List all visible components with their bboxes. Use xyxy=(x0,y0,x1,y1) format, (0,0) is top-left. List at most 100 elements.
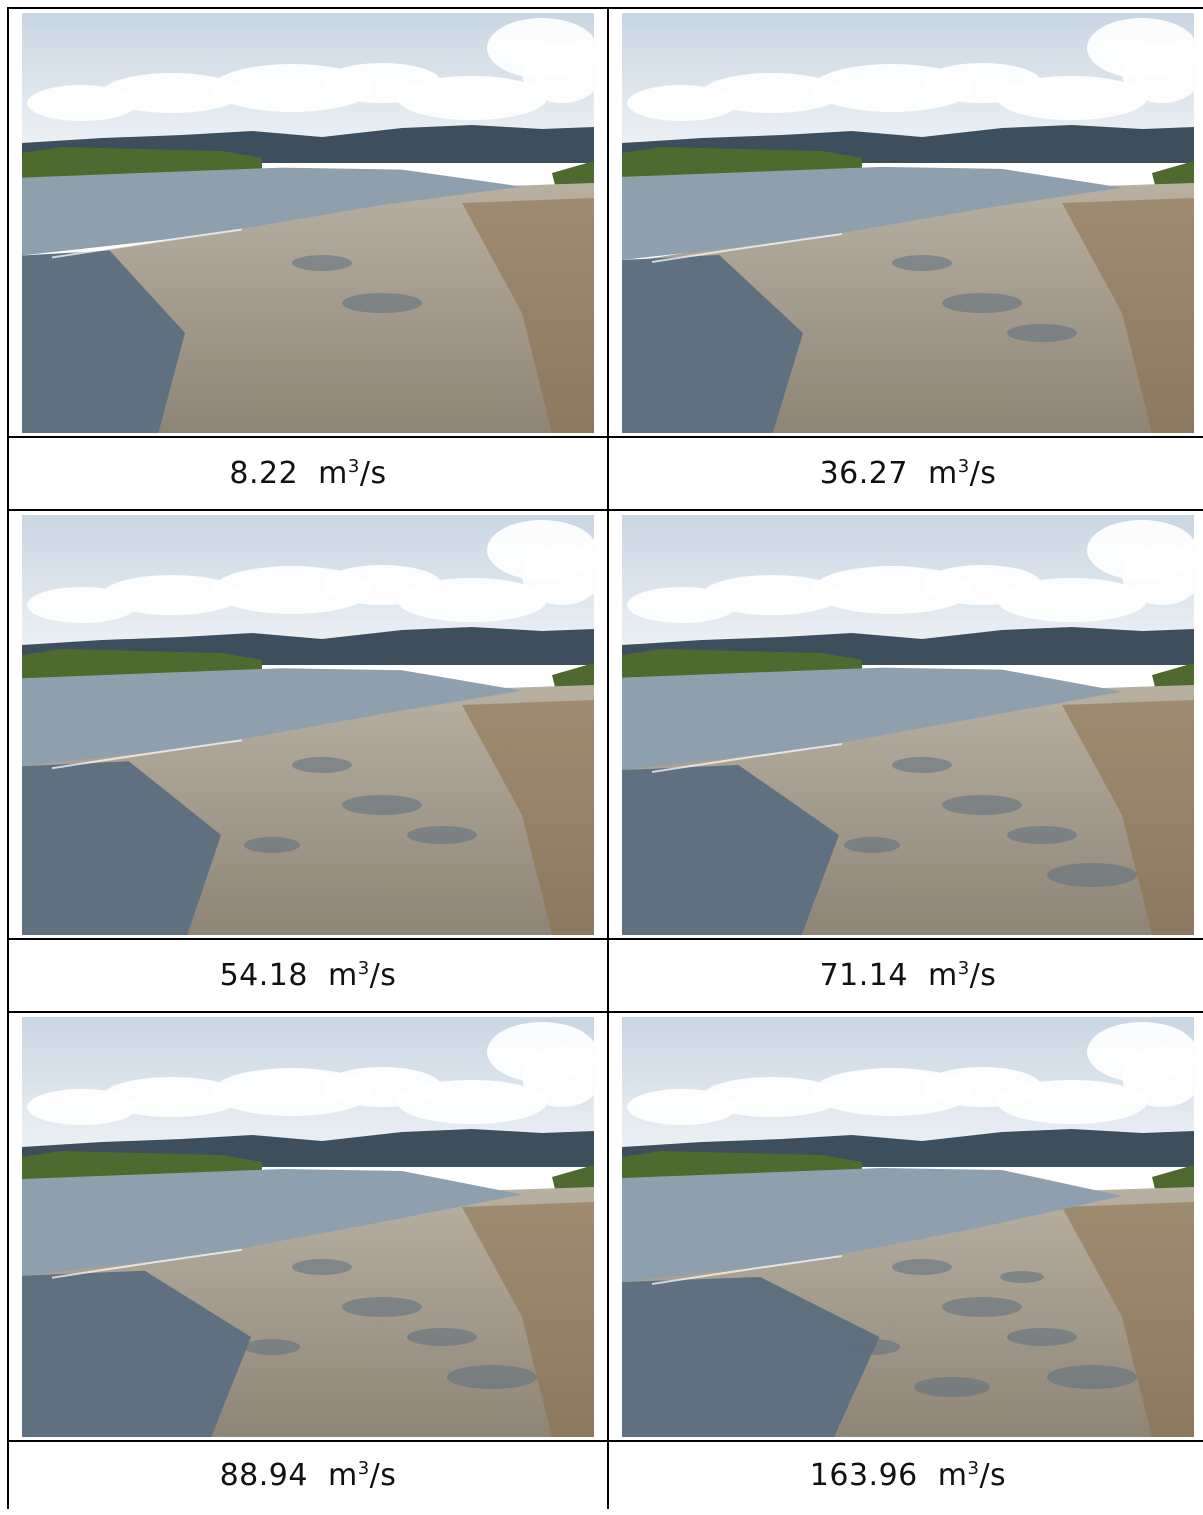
puddle xyxy=(407,1327,477,1346)
river-photo xyxy=(22,1016,594,1437)
label-cell: 71.14 m3/s xyxy=(607,938,1203,1013)
puddle xyxy=(844,1338,900,1355)
cloud xyxy=(997,577,1147,622)
photo-row xyxy=(7,509,1203,940)
label-row: 8.22 m3/s 36.27 m3/s xyxy=(7,436,1203,511)
puddle xyxy=(892,254,952,271)
river-photo xyxy=(22,514,594,935)
cloud xyxy=(1087,17,1194,78)
riverbank xyxy=(1062,1201,1194,1437)
cloud xyxy=(487,1021,594,1082)
cloud xyxy=(487,17,594,78)
photo-cell xyxy=(607,7,1203,438)
cloud xyxy=(702,1076,842,1117)
flow-rate-label: 163.96 m3/s xyxy=(809,1458,1007,1493)
puddle xyxy=(892,1258,952,1275)
riverbank xyxy=(462,699,594,935)
river-photo xyxy=(622,514,1194,935)
photo-row xyxy=(7,7,1203,438)
puddle xyxy=(844,836,900,853)
river-photo xyxy=(622,12,1194,433)
label-row: 54.18 m3/s 71.14 m3/s xyxy=(7,938,1203,1013)
ripple xyxy=(51,228,243,258)
cloud xyxy=(1087,1021,1194,1082)
puddle xyxy=(342,1296,422,1317)
photo-row xyxy=(7,1011,1203,1442)
puddle xyxy=(942,794,1022,815)
cloud xyxy=(997,1079,1147,1124)
label-cell: 54.18 m3/s xyxy=(7,938,609,1013)
cloud xyxy=(102,72,242,113)
riverbank xyxy=(462,197,594,433)
river-channel xyxy=(22,667,522,766)
label-cell: 36.27 m3/s xyxy=(607,436,1203,511)
ripple xyxy=(51,1248,243,1279)
ripple xyxy=(651,742,843,773)
photo-cell xyxy=(7,509,609,940)
river-channel xyxy=(622,1167,1122,1282)
puddle xyxy=(292,1258,352,1275)
puddle xyxy=(342,292,422,313)
label-row: 88.94 m3/s 163.96 m3/s xyxy=(7,1440,1203,1509)
flow-rate-label: 54.18 m3/s xyxy=(219,958,397,993)
puddle xyxy=(447,1364,537,1389)
label-cell: 163.96 m3/s xyxy=(607,1440,1203,1509)
cloud xyxy=(997,75,1147,120)
cloud xyxy=(397,577,547,622)
side-channel xyxy=(22,1270,251,1437)
side-channel xyxy=(22,760,221,935)
river-photo xyxy=(22,12,594,433)
photo-cell xyxy=(7,1011,609,1442)
side-channel xyxy=(22,250,185,433)
flow-rate-label: 8.22 m3/s xyxy=(229,456,387,491)
photo-cell xyxy=(607,1011,1203,1442)
puddle xyxy=(244,1338,300,1355)
puddle xyxy=(1000,1270,1044,1283)
puddle xyxy=(342,794,422,815)
puddle xyxy=(914,1376,990,1397)
side-channel xyxy=(622,254,803,433)
cloud xyxy=(102,574,242,615)
cloud xyxy=(487,519,594,580)
river-channel xyxy=(622,166,1122,260)
side-channel xyxy=(622,764,839,935)
flow-rate-label: 36.27 m3/s xyxy=(819,456,997,491)
puddle xyxy=(942,292,1022,313)
flow-rate-label: 71.14 m3/s xyxy=(819,958,997,993)
photo-cell xyxy=(7,7,609,438)
river-channel xyxy=(622,667,1122,770)
ripple xyxy=(651,1254,843,1285)
puddle xyxy=(244,836,300,853)
cloud xyxy=(702,72,842,113)
photo-cell xyxy=(607,509,1203,940)
puddle xyxy=(1047,1364,1137,1389)
ripple xyxy=(651,232,843,263)
puddle xyxy=(1007,825,1077,844)
label-cell: 88.94 m3/s xyxy=(7,1440,609,1509)
puddle xyxy=(292,254,352,271)
puddle xyxy=(942,1296,1022,1317)
ripple xyxy=(51,738,243,769)
label-cell: 8.22 m3/s xyxy=(7,436,609,511)
cloud xyxy=(102,1076,242,1117)
flow-rate-label: 88.94 m3/s xyxy=(219,1458,397,1493)
river-channel xyxy=(22,167,522,255)
puddle xyxy=(407,825,477,844)
riverbank xyxy=(1062,197,1194,433)
cloud xyxy=(397,1079,547,1124)
river-photo xyxy=(622,1016,1194,1437)
puddle xyxy=(1007,323,1077,342)
cloud xyxy=(1087,519,1194,580)
puddle xyxy=(1007,1327,1077,1346)
puddle xyxy=(1047,862,1137,887)
puddle xyxy=(292,756,352,773)
photo-table: 8.22 m3/s 36.27 m3/s 54.18 m3/s 71.14 m3/s xyxy=(7,7,1203,1509)
side-channel xyxy=(622,1276,880,1437)
river-channel xyxy=(22,1168,522,1276)
cloud xyxy=(397,75,547,120)
riverbank xyxy=(1062,699,1194,935)
cloud xyxy=(702,574,842,615)
riverbank xyxy=(462,1201,594,1437)
puddle xyxy=(892,756,952,773)
